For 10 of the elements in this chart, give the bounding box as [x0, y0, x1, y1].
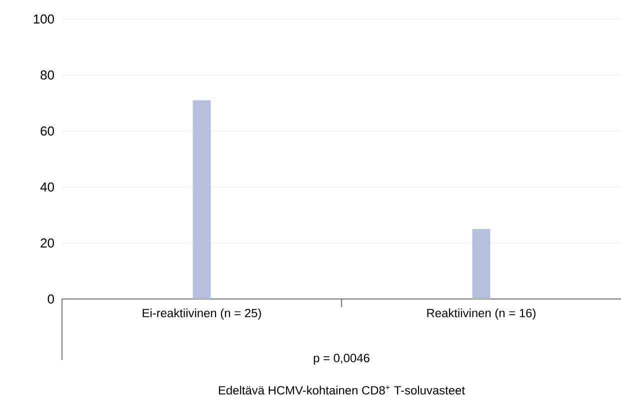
y-tick-label: 0 [48, 294, 54, 304]
text: p = 0,0046 [314, 354, 370, 365]
x-tick-label: Ei-reaktiivinen (n = 25) [142, 308, 261, 320]
text: Edeltävä HCMV-kohtainen CD8$^{+}$ T-soluvasteet [218, 385, 465, 395]
y-tick-label: 20 [40, 238, 54, 248]
y-tick-label: 60 [40, 126, 54, 136]
y-tick-label: 80 [40, 70, 54, 80]
y-tick-label: 100 [34, 14, 54, 24]
x-tick-label: Reaktiivinen (n = 16) [427, 308, 536, 320]
y-tick-label: 40 [40, 182, 54, 192]
